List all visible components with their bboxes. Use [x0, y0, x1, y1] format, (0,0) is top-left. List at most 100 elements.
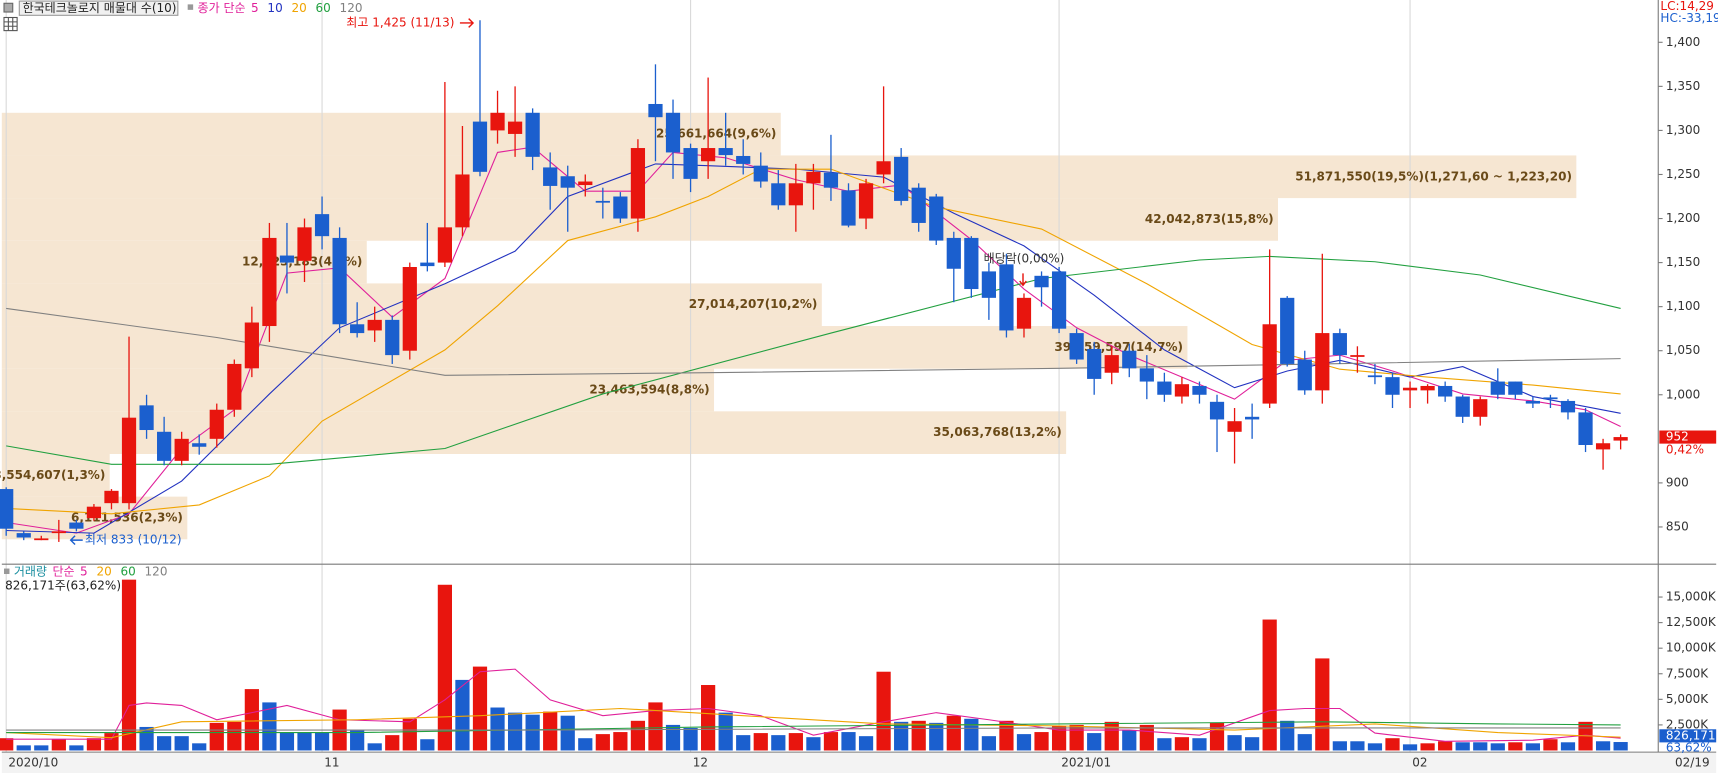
candle-body	[472, 121, 488, 172]
candle-body	[1245, 416, 1260, 420]
y-tick-label: 1,200	[1666, 211, 1700, 225]
candle-body	[192, 443, 207, 447]
candle-body	[1420, 385, 1435, 391]
candle-body	[1157, 381, 1172, 395]
volume-bar	[51, 739, 66, 751]
volume-bar	[16, 745, 31, 751]
legend-title: 종가 단순	[198, 1, 246, 15]
volume-bar	[981, 736, 996, 751]
candle-body	[1034, 275, 1049, 288]
price-tag-label: 952	[1666, 430, 1689, 444]
x-tick-label: 02	[1412, 756, 1427, 770]
legend-entry[interactable]: 120	[340, 1, 363, 15]
candle-body	[1051, 271, 1067, 329]
y-tick-label: 850	[1666, 519, 1689, 533]
volume-bar	[1490, 743, 1505, 751]
annotation-high: 최고 1,425 (11/13)	[346, 15, 454, 29]
volume-bar	[350, 730, 365, 751]
volume-bar	[34, 745, 49, 751]
price-tag	[1659, 430, 1717, 444]
candle-body	[613, 196, 628, 219]
candle-body	[507, 121, 523, 134]
volume-bar	[806, 737, 821, 751]
volume-bar	[701, 685, 716, 751]
volume-bar	[1034, 732, 1049, 751]
volume-bar	[279, 732, 295, 751]
legend-entry[interactable]: 10	[267, 1, 282, 15]
candle-body	[332, 237, 347, 325]
candle-body	[86, 506, 102, 519]
candle-body	[1385, 377, 1400, 395]
volume-bar	[121, 579, 137, 751]
candle-body	[876, 161, 891, 175]
candle-body	[1490, 381, 1505, 395]
x-tick-label: 12	[693, 756, 708, 770]
volume-bar	[1104, 721, 1119, 751]
candle-body	[455, 174, 470, 228]
candle-body	[16, 533, 31, 538]
volume-bar	[244, 689, 259, 751]
candle-body	[490, 112, 505, 131]
candle-body	[1525, 400, 1540, 404]
candle-body	[244, 322, 259, 369]
candle-body	[1297, 359, 1312, 391]
candle-body	[1543, 397, 1558, 400]
y-tick-label: 1,400	[1666, 35, 1700, 49]
volume-bar	[841, 732, 856, 751]
title-box	[18, 0, 179, 16]
candle-body	[1174, 384, 1190, 397]
chart-title: 한국테크놀로지 매물대 수(10)	[23, 1, 177, 15]
candle-body	[578, 181, 593, 186]
candle-body	[894, 156, 909, 201]
candle-body	[0, 489, 14, 529]
x-tick-label: 2021/01	[1061, 756, 1111, 770]
volume-bar	[683, 727, 698, 751]
y-tick-label: 1,300	[1666, 123, 1700, 137]
legend-entry[interactable]: 120	[145, 564, 168, 578]
table-icon[interactable]	[3, 16, 18, 32]
volume-profile-label: 25,661,664(9,6%)	[656, 127, 776, 141]
volume-bar	[420, 739, 435, 751]
annotation-arrow	[459, 18, 475, 28]
y-tick-label: 5,000K	[1666, 692, 1709, 706]
y-tick-label: 900	[1666, 475, 1689, 489]
candle-body	[718, 148, 733, 156]
volume-bar	[1595, 741, 1611, 751]
legend-entry[interactable]: 20	[291, 1, 306, 15]
legend-entry[interactable]: 20	[96, 564, 111, 578]
legend-entry[interactable]: 5	[80, 564, 88, 578]
volume-bar	[314, 732, 330, 751]
volume-bar	[385, 735, 400, 751]
candle-body	[1560, 400, 1576, 413]
volume-bar	[648, 702, 663, 751]
y-tick-label: 1,000	[1666, 387, 1700, 401]
volume-tag-label: 826,171	[1666, 728, 1716, 742]
legend-entry[interactable]: 60	[316, 1, 331, 15]
y-tick-label: 1,250	[1666, 167, 1700, 181]
candle-body	[174, 438, 189, 461]
candle-body	[1104, 355, 1119, 373]
candle-body	[34, 538, 49, 541]
volume-bar	[437, 584, 452, 751]
y-tick-label: 10,000K	[1666, 641, 1717, 655]
volume-bar	[367, 743, 382, 751]
volume-bar	[1297, 734, 1312, 751]
volume-bar	[665, 724, 681, 751]
y-tick-label: 1,150	[1666, 255, 1700, 269]
legend-entry[interactable]: 60	[121, 564, 136, 578]
volume-bar	[1227, 735, 1242, 751]
candle-body	[1315, 333, 1330, 391]
volume-bar	[1174, 737, 1190, 751]
candle-body	[911, 187, 926, 223]
volume-bar	[543, 711, 558, 751]
candle-body	[139, 405, 154, 431]
volume-profile-label: 35,063,768(13,2%)	[933, 425, 1062, 439]
candle-body	[999, 264, 1014, 331]
candle-body	[806, 171, 821, 184]
candle-body	[209, 409, 224, 439]
candle-body	[385, 319, 400, 356]
candle-body	[262, 237, 277, 327]
legend-entry[interactable]: 5	[251, 1, 259, 15]
x-tick-label: 02/19	[1675, 756, 1710, 770]
